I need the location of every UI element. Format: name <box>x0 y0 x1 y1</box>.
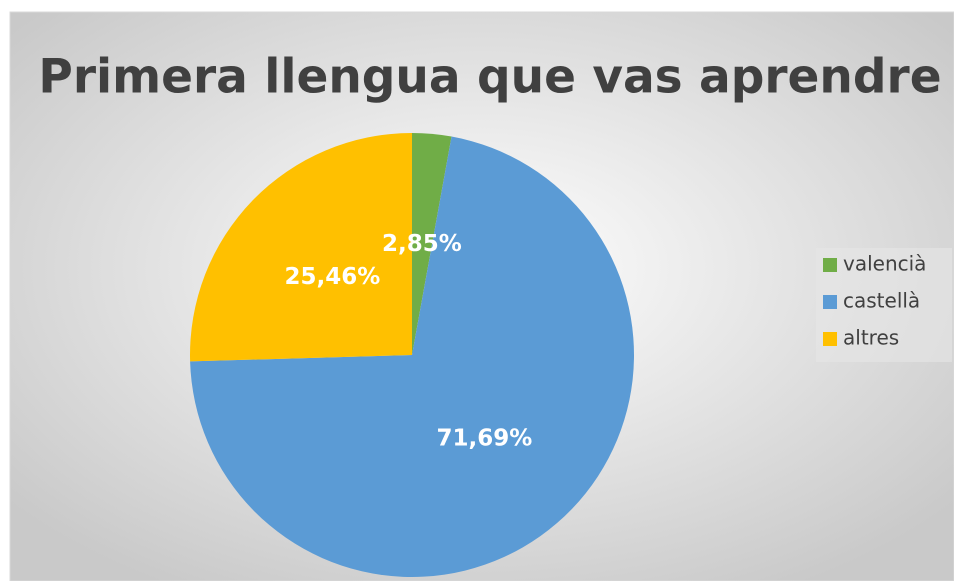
data-label: 2,85% <box>382 231 462 257</box>
chart-title: Primera llengua que vas aprendre <box>38 50 941 105</box>
pie-slice <box>190 133 412 362</box>
legend-label: altres <box>843 326 899 350</box>
legend-swatch <box>823 295 837 309</box>
pie-slice <box>412 133 452 355</box>
data-label: 25,46% <box>284 264 380 290</box>
legend-label: valencià <box>843 252 926 276</box>
data-label: 71,69% <box>436 426 532 452</box>
legend-label: castellà <box>843 289 920 313</box>
legend-box <box>816 248 952 362</box>
legend-swatch <box>823 332 837 346</box>
pie-slice <box>190 136 634 577</box>
legend-swatch <box>823 258 837 272</box>
